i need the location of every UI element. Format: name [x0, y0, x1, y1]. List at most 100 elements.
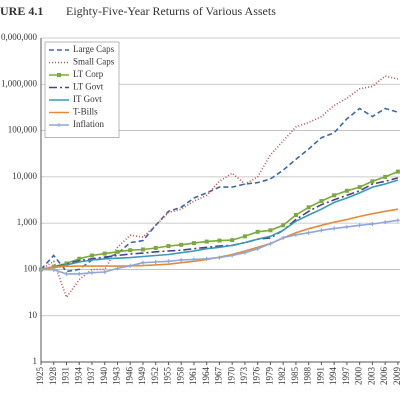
marker: [319, 199, 324, 204]
marker: [77, 271, 82, 276]
marker: [179, 257, 184, 262]
y-tick-label: 1: [33, 356, 38, 366]
marker: [153, 246, 158, 251]
series-line: [40, 179, 399, 271]
x-tick-label: 2000: [354, 367, 364, 386]
marker: [357, 223, 362, 228]
x-tick-label: 1946: [124, 367, 134, 386]
x-tick-label: 1964: [201, 367, 211, 386]
marker: [293, 212, 298, 217]
marker: [128, 248, 133, 253]
marker: [217, 238, 222, 243]
marker: [306, 230, 311, 235]
legend-label: LT Govt: [73, 82, 104, 92]
marker: [268, 241, 273, 246]
x-tick-label: 1976: [252, 367, 262, 386]
marker: [191, 241, 196, 246]
marker: [306, 205, 311, 210]
marker: [191, 257, 196, 262]
chart-title: Eighty-Five-Year Returns of Various Asse…: [66, 4, 276, 18]
marker: [357, 185, 362, 190]
x-tick-label: 1952: [150, 367, 160, 385]
marker: [115, 266, 120, 271]
marker: [140, 260, 145, 265]
marker: [370, 179, 375, 184]
x-tick-label: 1925: [35, 367, 45, 386]
y-tick-label: 1,000,000: [1, 78, 38, 88]
legend-label: Large Caps: [73, 44, 115, 54]
marker: [281, 235, 286, 240]
legend-box: [44, 41, 120, 138]
series-line: [40, 177, 399, 271]
marker: [281, 223, 286, 228]
marker: [293, 232, 298, 237]
x-tick-label: 2006: [379, 367, 389, 386]
marker: [332, 193, 337, 198]
x-tick-label: 1958: [175, 367, 185, 386]
figure-label: URE 4.1: [0, 4, 43, 18]
marker: [102, 251, 107, 256]
x-tick-label: 1937: [86, 367, 96, 386]
marker: [319, 228, 324, 233]
x-tick-label: 1931: [61, 367, 71, 385]
x-tick-label: 1967: [214, 367, 224, 386]
legend-label: Inflation: [73, 119, 104, 129]
x-tick-label: 2003: [366, 367, 376, 386]
marker: [140, 247, 145, 252]
marker: [242, 234, 247, 239]
x-tick-label: 1991: [315, 367, 325, 385]
legend-label: Small Caps: [73, 57, 115, 67]
legend-marker: [57, 123, 61, 127]
x-tick-label: 1994: [328, 367, 338, 386]
x-tick-label: 1934: [73, 367, 83, 386]
marker: [255, 229, 260, 234]
marker: [153, 259, 158, 264]
marker: [166, 244, 171, 249]
marker: [204, 256, 209, 261]
x-tick-label: 1985: [290, 367, 300, 386]
marker: [64, 261, 69, 266]
y-tick-label: 10: [28, 310, 38, 320]
legend-label: LT Corp: [73, 69, 104, 79]
marker: [204, 239, 209, 244]
x-tick-label: 1973: [239, 367, 249, 386]
marker: [77, 256, 82, 261]
x-tick-label: 1940: [99, 367, 109, 386]
marker: [179, 242, 184, 247]
legend-marker: [57, 73, 61, 77]
marker: [230, 253, 235, 258]
y-tick-label: 0,000,000: [1, 32, 38, 42]
marker: [255, 246, 260, 251]
marker: [128, 263, 133, 268]
y-tick-label: 100: [24, 263, 38, 273]
marker: [370, 221, 375, 226]
x-tick-label: 1970: [226, 367, 236, 386]
marker: [242, 250, 247, 255]
x-tick-label: 1949: [137, 367, 147, 386]
y-tick-label: 1,000: [17, 217, 38, 227]
marker: [230, 238, 235, 243]
x-tick-label: 1961: [188, 367, 198, 385]
x-tick-label: 1955: [163, 367, 173, 386]
marker: [166, 259, 171, 264]
marker: [51, 267, 56, 272]
marker: [102, 269, 107, 274]
marker: [268, 228, 273, 233]
legend-label: T-Bills: [73, 107, 98, 117]
marker: [64, 271, 69, 276]
x-tick-label: 1943: [112, 367, 122, 386]
marker: [395, 218, 400, 223]
marker: [39, 267, 43, 272]
x-tick-label: 1982: [277, 367, 287, 385]
marker: [89, 270, 94, 275]
marker: [115, 249, 120, 254]
x-tick-label: 1988: [303, 367, 313, 386]
y-tick-label: 100,000: [8, 125, 38, 135]
marker: [89, 253, 94, 258]
marker: [344, 188, 349, 193]
x-tick-label: 1997: [341, 367, 351, 386]
x-tick-label: 1979: [264, 367, 274, 386]
marker: [344, 224, 349, 229]
y-tick-label: 10,000: [12, 171, 37, 181]
